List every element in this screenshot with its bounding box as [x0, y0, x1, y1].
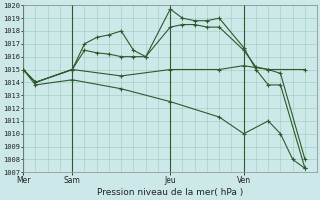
- X-axis label: Pression niveau de la mer( hPa ): Pression niveau de la mer( hPa ): [97, 188, 244, 197]
